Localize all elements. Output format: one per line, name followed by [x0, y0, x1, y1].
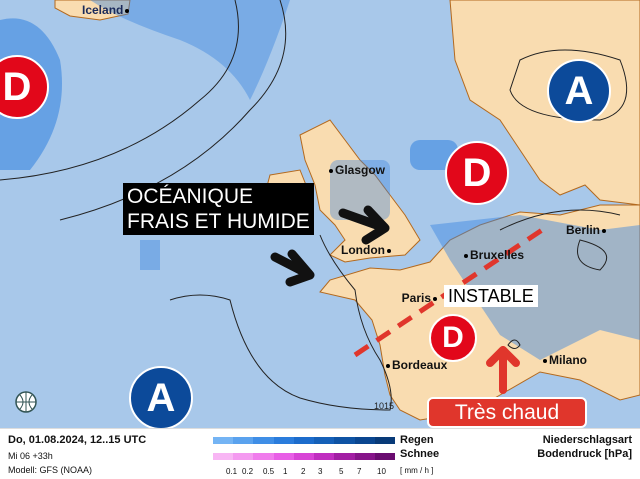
scale-tick-label: 0.1: [226, 467, 238, 476]
rain-scale-swatch: [354, 437, 375, 444]
snow-scale-swatch: [293, 453, 315, 460]
place-iceland: Iceland: [82, 3, 129, 17]
place-bordeaux: Bordeaux: [386, 358, 447, 372]
snow-scale-swatch: [334, 453, 355, 460]
scale-tick-label: 0.5: [263, 467, 275, 476]
scale-tick-label: 2: [301, 467, 306, 476]
rain-scale-swatch: [273, 437, 294, 444]
scale-tick-label: 10: [377, 467, 386, 476]
rain-scale-swatch: [374, 437, 395, 444]
snow-scale-swatch: [354, 453, 375, 460]
forecast-run: Mi 06 +33h: [8, 451, 53, 461]
forecast-date: Do, 01.08.2024, 12..15 UTC: [8, 434, 147, 446]
place-glasgow: Glasgow: [329, 163, 385, 177]
rain-scale-swatch: [334, 437, 355, 444]
unit-label: [ mm / h ]: [400, 466, 434, 475]
isobars: [0, 0, 628, 411]
low-pressure-center: D: [0, 55, 49, 119]
place-berlin: Berlin: [566, 223, 606, 237]
rain-scale-swatch: [293, 437, 315, 444]
arrow-to-france: [270, 249, 315, 287]
scale-tick-label: 3: [318, 467, 323, 476]
arrow-hot: [486, 346, 520, 394]
high-pressure-center: A: [547, 59, 611, 123]
scale-tick-label: 1: [283, 467, 288, 476]
isobar-label: 1015: [374, 401, 394, 411]
hot-annotation: Très chaud: [427, 397, 587, 428]
snow-scale-swatch: [213, 453, 234, 460]
arrow-to-uk: [338, 205, 390, 245]
low-pressure-center: D: [445, 141, 509, 205]
legend-footer: Do, 01.08.2024, 12..15 UTC Mi 06 +33h Mo…: [0, 428, 640, 479]
snow-scale-swatch: [374, 453, 395, 460]
scale-tick-label: 5: [339, 467, 344, 476]
snow-label: Schnee: [400, 448, 440, 460]
place-milano: Milano: [543, 353, 587, 367]
scale-tick-label: 7: [357, 467, 362, 476]
snow-scale-swatch: [314, 453, 335, 460]
place-london: London: [341, 243, 391, 257]
precip-type-title: Niederschlagsart: [542, 434, 632, 446]
place-bruxelles: Bruxelles: [464, 248, 524, 262]
snow-scale-swatch: [253, 453, 274, 460]
snow-color-scale: [213, 453, 395, 460]
snow-scale-swatch: [233, 453, 254, 460]
rain-scale-swatch: [213, 437, 234, 444]
low-pressure-center: D: [429, 314, 477, 362]
high-pressure-center: A: [129, 366, 193, 430]
oceanic-line2: FRAIS ET HUMIDE: [127, 210, 310, 233]
oceanic-line1: OCÉANIQUE: [127, 185, 254, 208]
place-paris: Paris: [402, 291, 437, 305]
rain-scale-swatch: [314, 437, 335, 444]
arrows: [270, 205, 390, 287]
rain-scale-swatch: [253, 437, 274, 444]
rain-scale-swatch: [233, 437, 254, 444]
scale-tick-label: 0.2: [242, 467, 254, 476]
oceanic-annotation: OCÉANIQUE FRAIS ET HUMIDE: [123, 183, 314, 235]
unstable-annotation: INSTABLE: [444, 285, 538, 307]
rain-label: Regen: [400, 434, 434, 446]
snow-scale-swatch: [273, 453, 294, 460]
globe-icon: [15, 391, 37, 413]
rain-color-scale: [213, 437, 395, 444]
model-name: Modell: GFS (NOAA): [8, 465, 93, 475]
scandinavia: [449, 0, 640, 206]
pressure-title: Bodendruck [hPa]: [537, 448, 632, 460]
